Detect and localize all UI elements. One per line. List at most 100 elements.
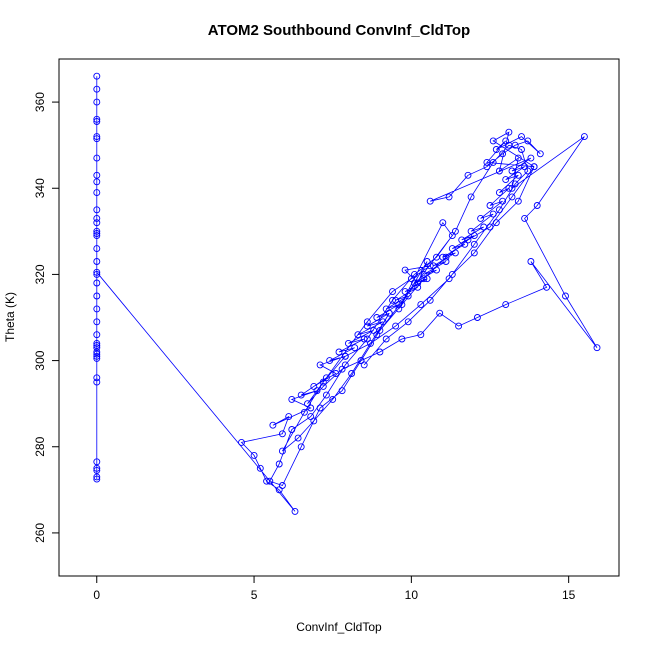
- data-point: [495, 189, 503, 197]
- data-point: [238, 438, 245, 446]
- data-point: [93, 318, 101, 326]
- data-point: [442, 253, 450, 261]
- data-point: [93, 154, 101, 162]
- data-point: [93, 227, 101, 235]
- data-point: [93, 206, 101, 214]
- data-point: [322, 391, 330, 399]
- y-axis-label: Theta (K): [3, 292, 17, 342]
- data-point: [93, 232, 101, 240]
- data-point: [275, 460, 283, 468]
- data-point: [411, 270, 418, 278]
- data-point: [518, 146, 525, 153]
- data-point: [93, 219, 101, 227]
- y-tick-label: 340: [33, 178, 47, 198]
- data-point: [363, 335, 371, 343]
- x-tick-label: 15: [562, 588, 576, 602]
- data-point: [543, 283, 551, 291]
- data-point: [360, 361, 368, 369]
- data-point: [401, 288, 409, 296]
- data-point: [451, 227, 459, 235]
- data-point: [524, 167, 532, 175]
- data-point: [278, 430, 286, 438]
- data-point: [93, 268, 101, 276]
- data-point: [495, 167, 503, 175]
- data-point: [464, 171, 472, 179]
- y-tick-label: 300: [33, 350, 47, 370]
- data-point: [93, 85, 101, 93]
- data-point: [285, 413, 293, 421]
- data-point: [93, 270, 101, 278]
- data-point: [492, 219, 500, 227]
- data-point: [467, 227, 475, 235]
- data-point: [341, 361, 349, 369]
- data-point: [275, 486, 283, 494]
- data-point: [436, 309, 444, 317]
- data-point: [278, 482, 286, 489]
- data-point: [363, 322, 371, 330]
- data-point: [499, 197, 507, 205]
- data-point: [93, 473, 101, 481]
- data-point: [297, 391, 305, 399]
- data-point: [316, 404, 324, 412]
- data-point: [445, 275, 453, 283]
- data-point: [300, 408, 308, 416]
- data-point: [297, 443, 305, 451]
- data-point: [341, 352, 349, 360]
- data-point: [486, 223, 494, 231]
- data-point: [524, 137, 532, 145]
- series-line: [96, 76, 598, 512]
- y-tick-label: 360: [33, 92, 47, 112]
- data-point: [492, 146, 500, 153]
- data-point: [269, 421, 277, 429]
- data-point: [385, 309, 393, 317]
- data-point: [448, 270, 456, 278]
- data-point: [93, 354, 101, 362]
- data-point: [93, 245, 101, 253]
- data-point: [93, 189, 101, 197]
- data-point: [344, 339, 352, 347]
- data-point: [593, 344, 601, 352]
- data-point: [316, 361, 324, 369]
- data-point: [439, 219, 447, 227]
- data-point: [502, 301, 510, 309]
- data-point: [382, 335, 390, 343]
- data-point: [508, 193, 516, 201]
- data-point: [508, 184, 516, 192]
- data-point: [423, 258, 431, 265]
- data-point: [470, 240, 478, 248]
- data-point: [354, 331, 362, 339]
- data-point: [426, 296, 434, 304]
- data-point: [508, 167, 516, 175]
- data-point: [376, 348, 384, 356]
- data-point: [580, 133, 588, 141]
- data-point: [93, 466, 101, 474]
- data-point: [495, 206, 503, 214]
- chart-title: ATOM2 Southbound ConvInf_CldTop: [208, 22, 470, 39]
- data-point: [93, 118, 101, 125]
- data-point: [392, 322, 400, 330]
- data-point: [373, 314, 381, 321]
- data-point: [489, 158, 497, 166]
- data-point: [93, 258, 101, 265]
- data-point: [426, 197, 434, 205]
- data-point: [562, 292, 569, 300]
- data-point: [417, 301, 425, 309]
- data-point: [505, 141, 513, 149]
- data-point: [93, 305, 101, 313]
- data-point: [389, 296, 396, 304]
- data-point: [533, 202, 541, 209]
- data-point: [536, 150, 544, 158]
- data-point: [93, 331, 101, 339]
- data-point: [429, 262, 437, 270]
- data-point: [93, 133, 101, 141]
- data-point: [93, 135, 101, 143]
- data-point: [470, 249, 478, 257]
- data-point: [288, 426, 296, 433]
- data-point: [483, 163, 491, 171]
- data-point: [505, 128, 513, 136]
- data-point: [527, 154, 535, 162]
- data-point: [291, 507, 299, 515]
- data-point: [93, 279, 101, 287]
- data-point: [420, 270, 428, 278]
